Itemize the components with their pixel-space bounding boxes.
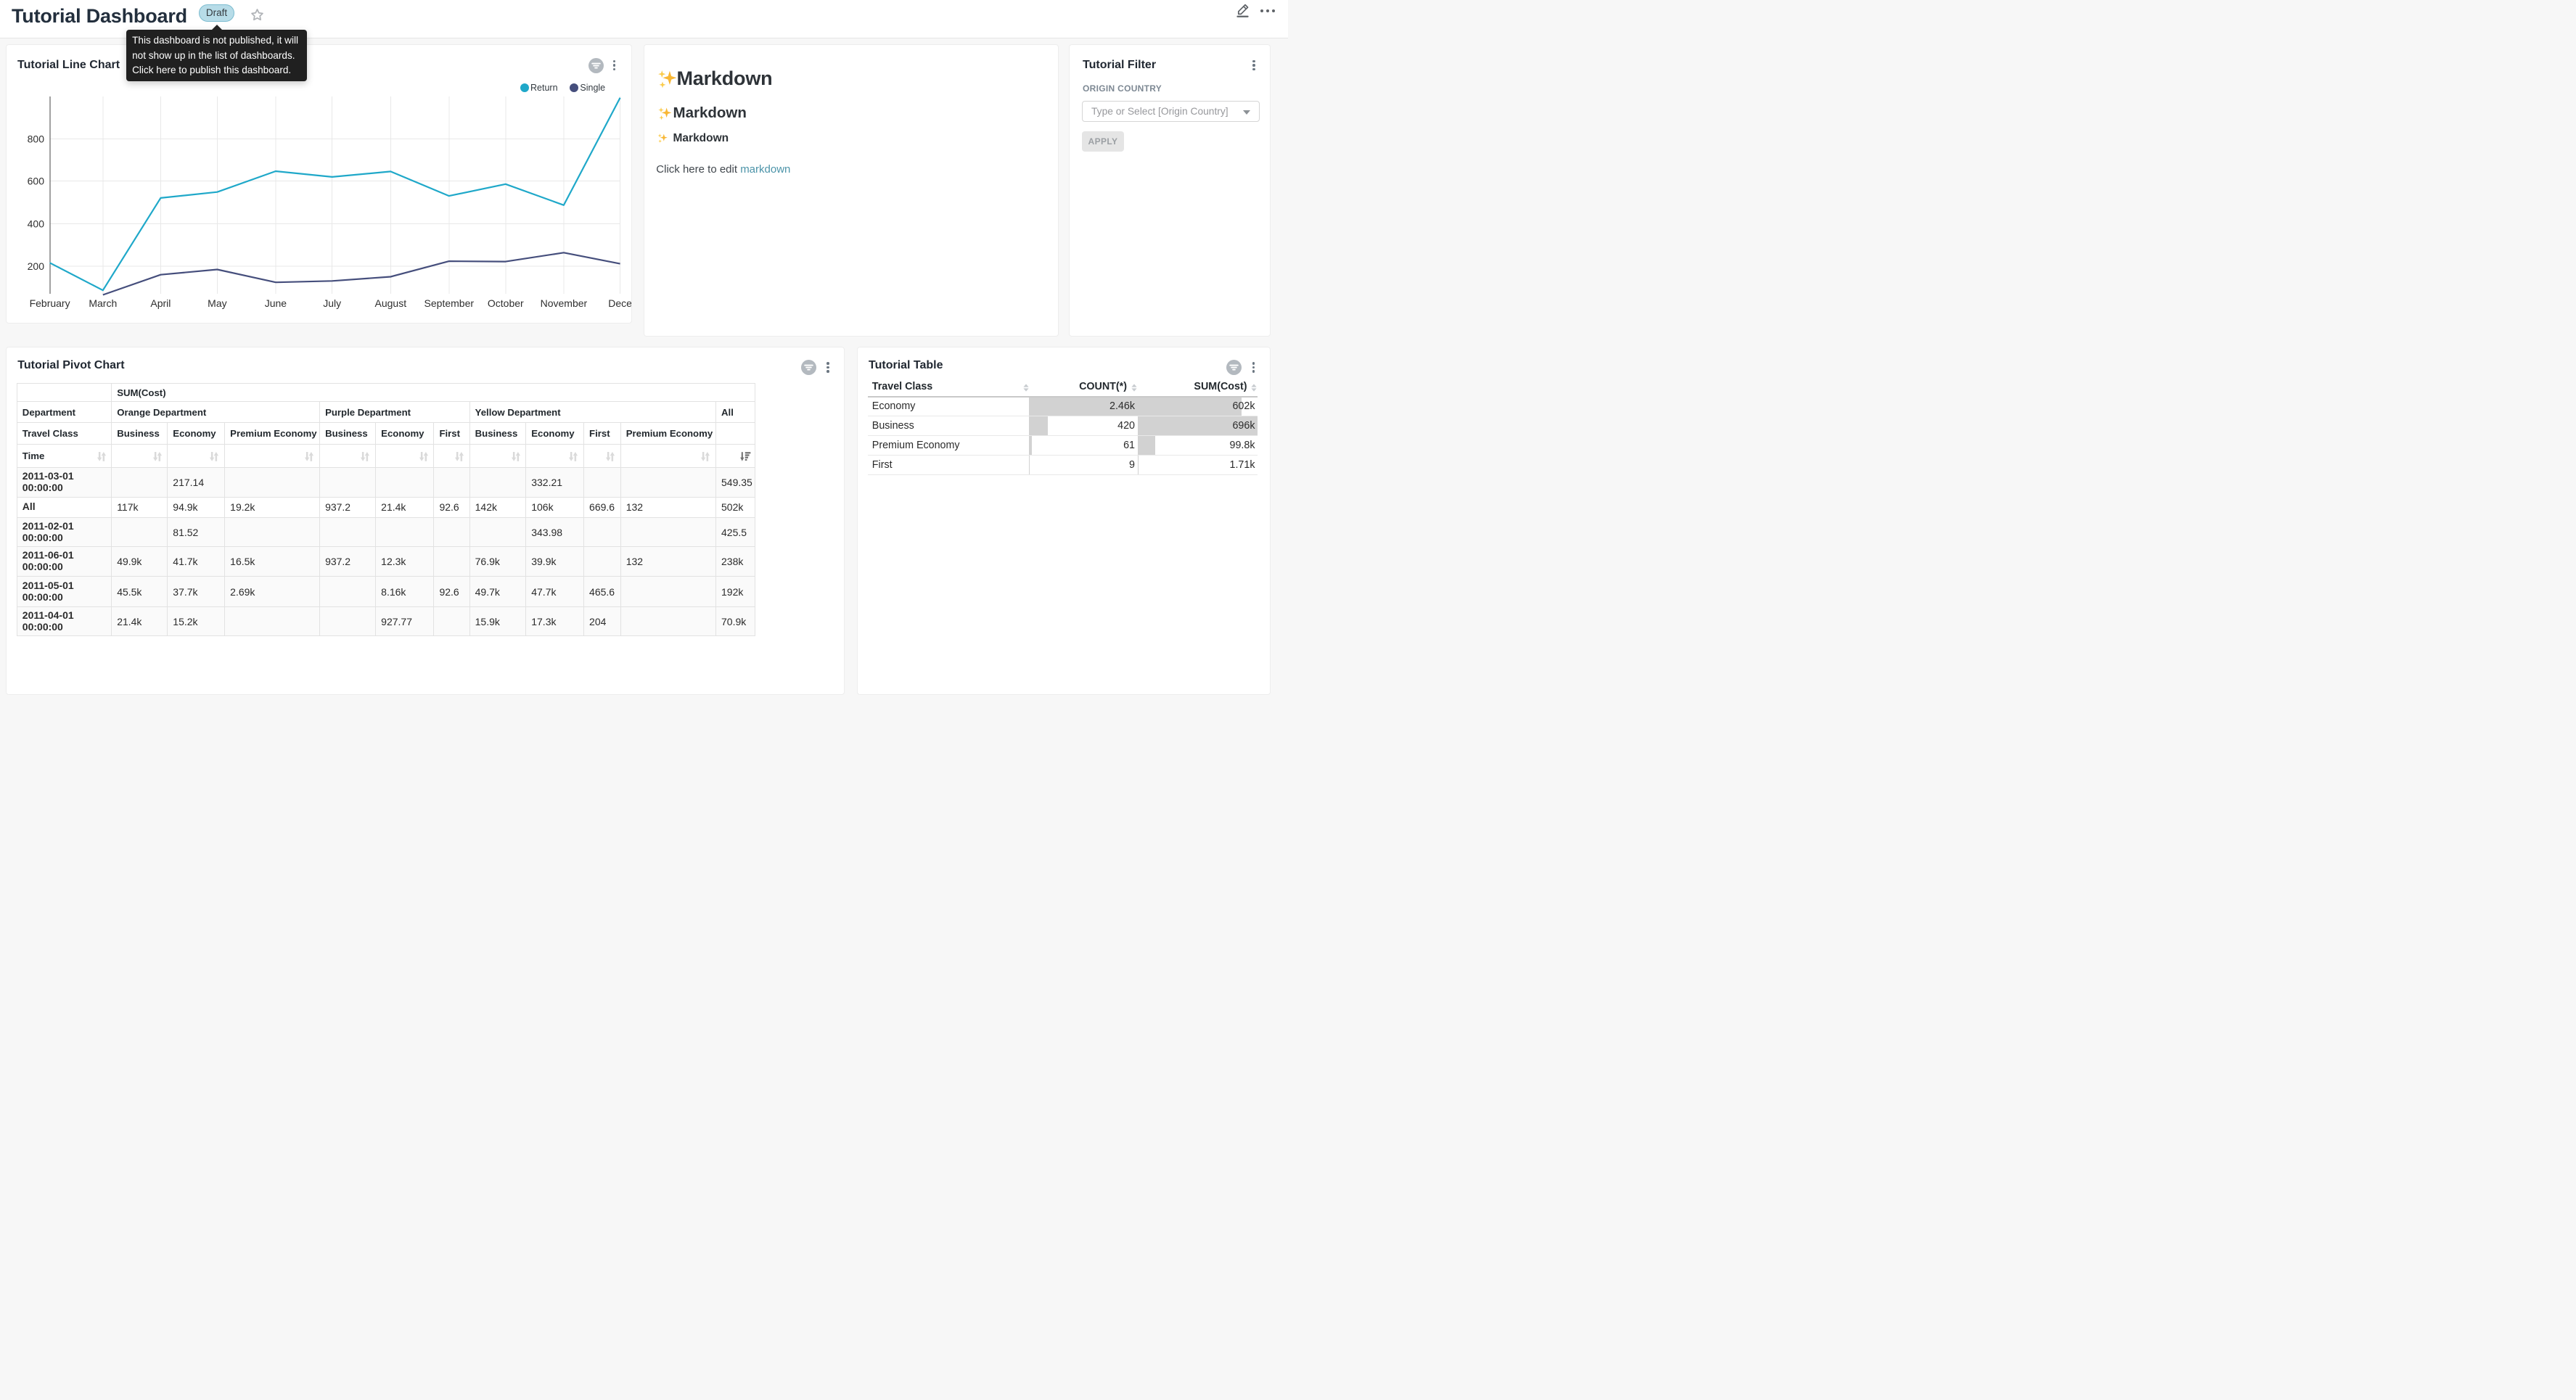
svg-text:October: October	[488, 297, 524, 309]
svg-text:May: May	[208, 297, 226, 309]
svg-text:July: July	[323, 297, 341, 309]
svg-text:April: April	[150, 297, 171, 309]
svg-text:200: 200	[28, 260, 45, 272]
svg-text:March: March	[89, 297, 117, 309]
svg-text:400: 400	[28, 218, 45, 229]
svg-text:600: 600	[28, 176, 45, 187]
svg-text:November: November	[541, 297, 588, 309]
svg-text:August: August	[375, 297, 407, 309]
svg-text:Dece: Dece	[608, 297, 631, 309]
svg-text:June: June	[265, 297, 287, 309]
svg-text:800: 800	[28, 133, 45, 145]
svg-text:September: September	[424, 297, 475, 309]
svg-text:February: February	[30, 297, 70, 309]
